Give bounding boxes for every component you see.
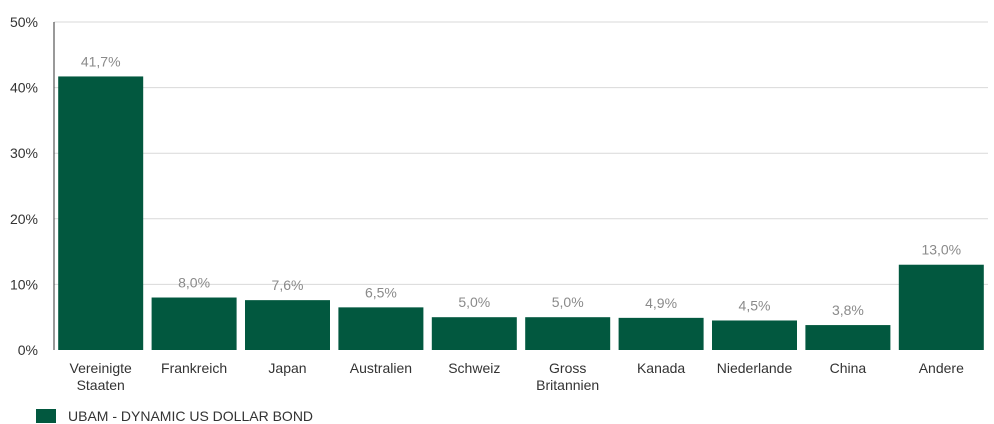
y-tick-label: 10%	[10, 276, 38, 292]
bars	[58, 76, 984, 350]
gridlines	[54, 21, 988, 285]
y-tick-label: 50%	[10, 14, 38, 30]
y-axis-ticks: 0% 10% 20% 30% 40% 50%	[10, 14, 38, 358]
bar	[431, 317, 517, 350]
bar	[525, 317, 611, 350]
data-label: 5,0%	[458, 294, 490, 310]
x-tick-label: Britannien	[536, 377, 599, 393]
data-label: 5,0%	[552, 294, 584, 310]
legend-swatch	[36, 409, 56, 423]
data-label: 6,5%	[365, 284, 397, 300]
x-tick-label: Frankreich	[161, 360, 227, 376]
y-tick-label: 30%	[10, 145, 38, 161]
x-tick-label: Australien	[350, 360, 412, 376]
x-tick-label: Niederlande	[717, 360, 793, 376]
bar	[898, 264, 984, 350]
data-label: 4,5%	[739, 297, 771, 313]
x-tick-label: Staaten	[77, 377, 125, 393]
data-label: 41,7%	[81, 53, 121, 69]
data-label: 8,0%	[178, 275, 210, 291]
bar	[58, 76, 144, 350]
x-tick-label: Gross	[549, 360, 586, 376]
bar	[712, 320, 797, 350]
data-label: 13,0%	[921, 242, 961, 258]
bar	[805, 325, 891, 350]
bar	[245, 300, 330, 350]
x-tick-label: Vereinigte	[70, 360, 132, 376]
legend: UBAM - DYNAMIC US DOLLAR BOND	[36, 408, 313, 424]
x-tick-label: China	[830, 360, 867, 376]
x-tick-label: Japan	[268, 360, 306, 376]
data-label: 7,6%	[272, 277, 304, 293]
x-tick-label: Andere	[919, 360, 964, 376]
bar	[618, 317, 704, 350]
y-tick-label: 40%	[10, 80, 38, 96]
bar	[338, 307, 424, 350]
data-labels: 41,7% 8,0% 7,6% 6,5% 5,0% 5,0% 4,9% 4,5% 3,8% 13,…	[81, 53, 961, 318]
y-tick-label: 20%	[10, 211, 38, 227]
data-label: 3,8%	[832, 302, 864, 318]
bar	[151, 297, 237, 350]
data-label: 4,9%	[645, 295, 677, 311]
x-tick-label: Schweiz	[448, 360, 500, 376]
x-tick-label: Kanada	[637, 360, 685, 376]
legend-label: UBAM - DYNAMIC US DOLLAR BOND	[68, 408, 314, 424]
y-tick-label: 0%	[18, 342, 38, 358]
